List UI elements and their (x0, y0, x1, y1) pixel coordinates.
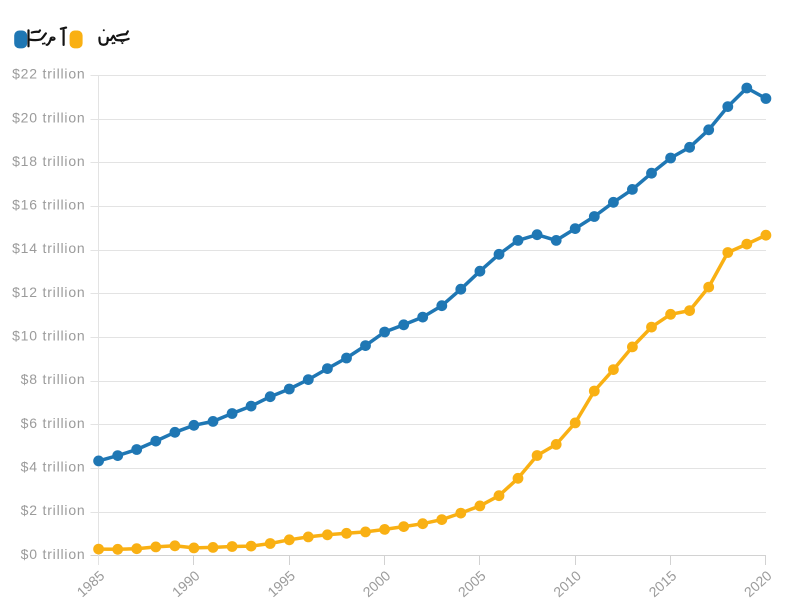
svg-text:$20 trillion: $20 trillion (12, 109, 85, 125)
svg-text:$16 trillion: $16 trillion (12, 197, 85, 213)
svg-text:$6 trillion: $6 trillion (21, 415, 86, 431)
svg-text:$22 trillion: $22 trillion (12, 66, 85, 82)
svg-text:$0 trillion: $0 trillion (21, 546, 86, 562)
svg-text:$18 trillion: $18 trillion (12, 153, 85, 169)
svg-text:$4 trillion: $4 trillion (21, 459, 86, 475)
svg-text:$10 trillion: $10 trillion (12, 328, 85, 344)
svg-text:$14 trillion: $14 trillion (12, 240, 85, 256)
svg-text:$2 trillion: $2 trillion (21, 502, 86, 518)
svg-text:$12 trillion: $12 trillion (12, 284, 85, 300)
svg-text:$8 trillion: $8 trillion (21, 371, 86, 387)
